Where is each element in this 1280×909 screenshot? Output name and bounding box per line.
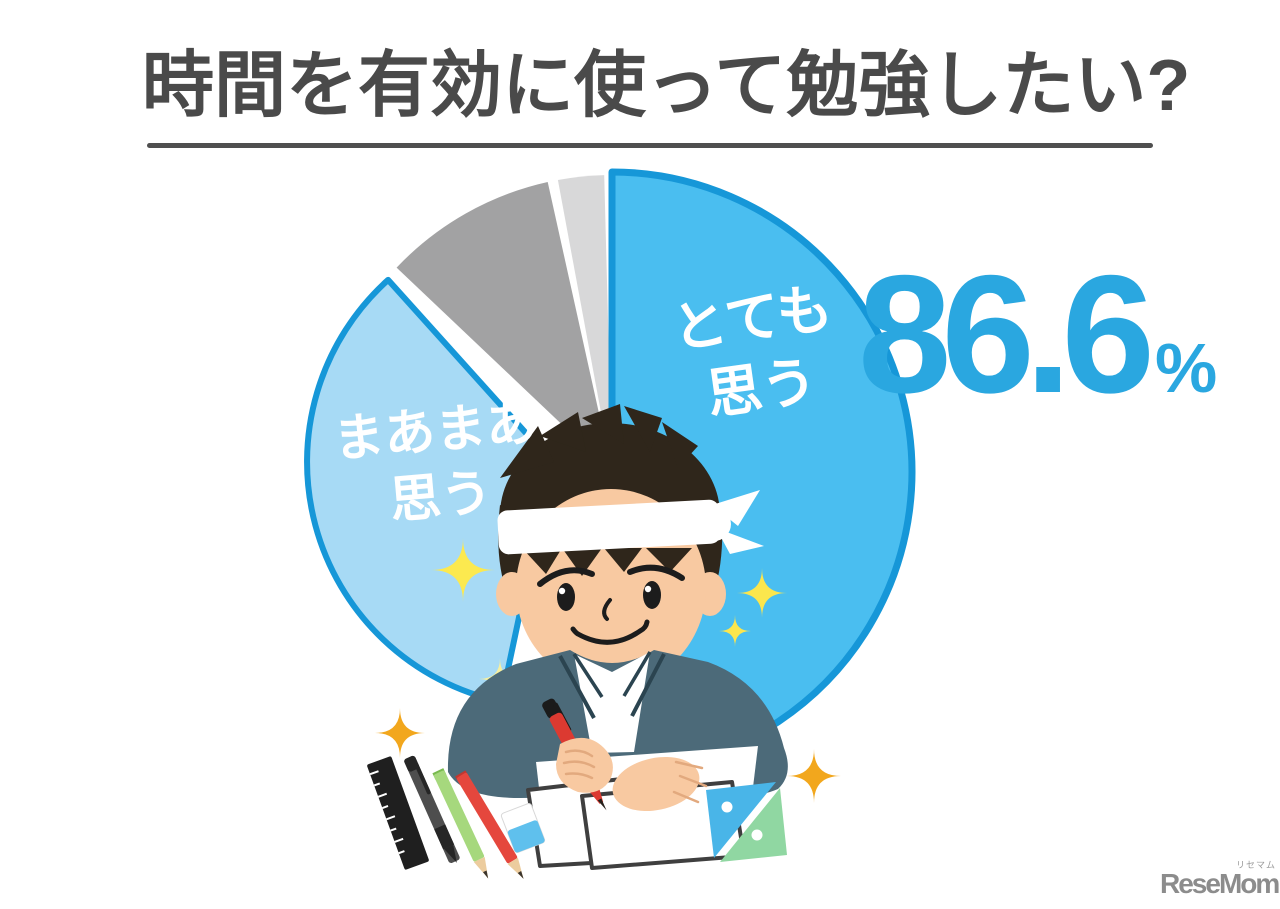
hair-fringe [522, 548, 562, 574]
eyebrow-left [537, 567, 595, 587]
hand-left [612, 756, 700, 812]
hair-spike [582, 404, 624, 444]
hair-spike [624, 406, 662, 452]
resemom-logo-ruby: リセマム [1236, 860, 1277, 870]
sparkle-icon [431, 538, 495, 602]
hair-fringe [562, 548, 602, 576]
hair-spike [662, 422, 698, 468]
shirt [574, 652, 650, 753]
hair-fringe [604, 548, 642, 572]
collar-lines [572, 651, 652, 698]
stationery [367, 755, 787, 879]
value-callout: 86.6 % [858, 250, 1217, 418]
headband-knot-tail-bottom [716, 528, 764, 554]
eraser [500, 803, 546, 853]
lapel-lines [558, 653, 666, 719]
green-pencil [432, 768, 489, 879]
pie-slice-unlabeled-3 [557, 175, 612, 472]
pie-slice-まあまあ思う [304, 276, 555, 705]
eye-left [557, 583, 575, 611]
set-square-blue-hole [721, 801, 733, 813]
set-square-blue [706, 782, 776, 858]
set-square-green-hole [751, 829, 763, 841]
resemom-logo-text: ReseMom. [1160, 868, 1280, 899]
percent-sign: % [1154, 329, 1218, 407]
nose [602, 598, 612, 621]
hand-left-fingers [672, 760, 708, 804]
mechanical-pencil [404, 755, 460, 863]
sparkle-icon [787, 749, 841, 803]
sparkle-icon [719, 615, 751, 647]
set-square-green [720, 788, 787, 862]
hair-spike [540, 412, 586, 452]
page-title: 時間を有効に使って勉強したい? [142, 46, 1191, 126]
hair-spike [500, 426, 554, 478]
slice-label-mamaa: まあまあ 思う [313, 388, 564, 541]
eye-right [643, 581, 661, 609]
value-number: 86.6 [858, 240, 1155, 428]
red-pencil [455, 770, 524, 879]
headband-knot [697, 507, 731, 541]
pie-slice-unlabeled-2 [396, 182, 612, 472]
resemom-logo: リセマム ReseMom. [1160, 854, 1280, 904]
hand-right-fingers [562, 749, 596, 780]
sparkle-icon [737, 568, 787, 618]
sparkle-icon [375, 708, 425, 758]
headband [497, 499, 721, 555]
boy-illustration [447, 404, 788, 870]
ruler [367, 756, 429, 870]
headband-knot-tail-top [712, 490, 760, 526]
eyebrow-right [627, 564, 685, 581]
eye-highlight [558, 587, 566, 595]
hair-fringe [646, 548, 692, 572]
title-underline [147, 143, 1153, 148]
eye-highlight [644, 585, 652, 593]
mouth [570, 619, 650, 645]
